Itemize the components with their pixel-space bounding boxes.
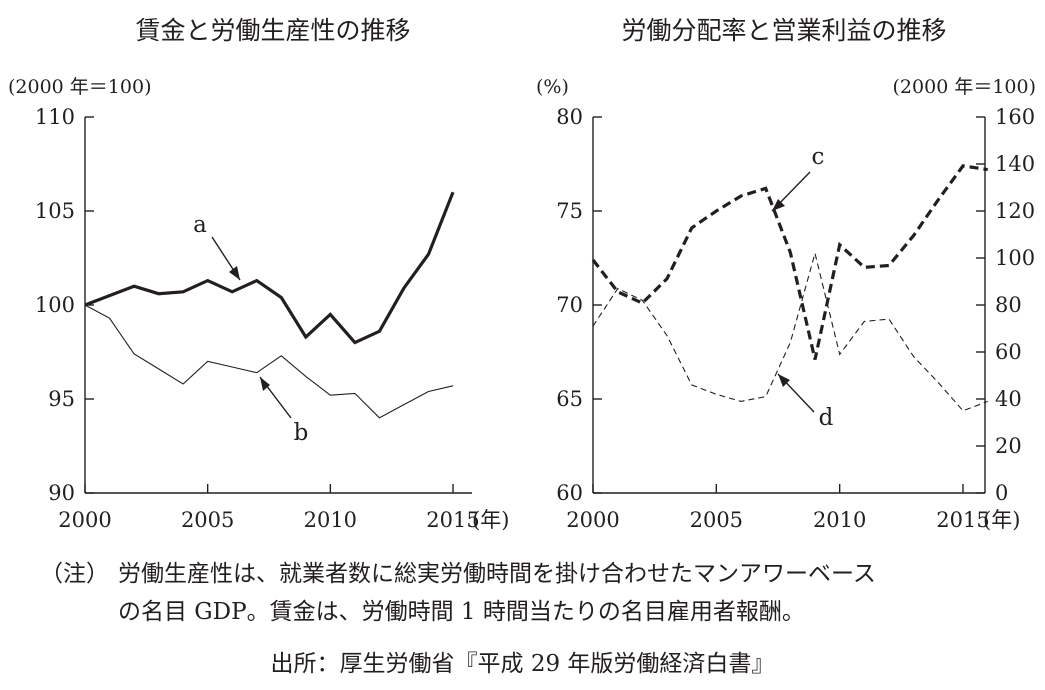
left-y-unit: (2000 年＝100) [8, 76, 151, 98]
y-tick-label: 80 [556, 105, 583, 129]
y-tick-label: 75 [556, 199, 583, 223]
series-c-label: c [812, 144, 825, 170]
series-b-arrowhead [260, 377, 270, 391]
note-text-1: 労働生産性は、就業者数に総実労働時間を掛け合わせたマンアワーベース [118, 561, 876, 587]
y-tick-label: 110 [35, 105, 75, 129]
series-a-label: a [193, 212, 207, 238]
x-tick-label: 2015 [426, 508, 479, 532]
x-tick-label: 2000 [58, 508, 111, 532]
source-text: 出所：厚生労働省『平成 29 年版労働経済白書』 [270, 651, 775, 677]
y-tick-label: 40 [995, 387, 1022, 411]
y-tick-label: 120 [995, 199, 1035, 223]
left-y-ticks: 90 95 100 105 110 [35, 105, 94, 505]
x-tick-label: 2005 [181, 508, 234, 532]
right-x-ticks: 2000 2005 2010 2015 [566, 484, 990, 532]
note-line-1: （注） 労働生産性は、就業者数に総実労働時間を掛け合わせたマンアワーベース [40, 557, 876, 591]
y-tick-label: 0 [995, 481, 1008, 505]
note-head: （注） [40, 561, 109, 587]
left-chart-title: 賃金と労働生産性の推移 [135, 16, 410, 45]
series-d-line [592, 251, 988, 412]
y-tick-label: 20 [995, 434, 1022, 458]
y-tick-label: 140 [995, 152, 1035, 176]
x-tick-label: 2005 [690, 508, 743, 532]
series-a-arrowhead [229, 266, 240, 280]
right-y-unit: (%) [536, 76, 569, 98]
y-tick-label: 95 [48, 387, 75, 411]
right-y2-unit: (2000 年＝100) [893, 76, 1036, 98]
series-c-line [591, 164, 988, 360]
right-y2-ticks: 0 20 40 60 80 100 120 140 160 [976, 105, 1035, 505]
note-line-2: の名目 GDP。賃金は、労働時間 1 時間当たりの名目雇用者報酬。 [118, 595, 805, 629]
y-tick-label: 100 [995, 246, 1035, 270]
x-tick-label: 2010 [813, 508, 866, 532]
right-x-unit: (年) [983, 508, 1020, 532]
left-chart: 賃金と労働生産性の推移 (2000 年＝100) 90 95 100 105 110 2… [8, 16, 509, 532]
y-tick-label: 100 [35, 293, 75, 317]
right-chart: 労働分配率と営業利益の推移 (%) (2000 年＝100) 60 65 70 75 8… [536, 16, 1036, 532]
y-tick-label: 160 [995, 105, 1035, 129]
series-d-label: d [819, 405, 834, 431]
note-text-2: の名目 GDP。賃金は、労働時間 1 時間当たりの名目雇用者報酬。 [118, 599, 805, 625]
y-tick-label: 105 [35, 199, 75, 223]
y-tick-label: 90 [48, 481, 75, 505]
series-b-line [84, 304, 454, 419]
y-tick-label: 80 [995, 293, 1022, 317]
y-tick-label: 60 [995, 340, 1022, 364]
series-d-arrowhead [778, 374, 790, 387]
x-tick-label: 2000 [566, 508, 619, 532]
y-tick-label: 70 [556, 293, 583, 317]
left-x-unit: (年) [472, 508, 509, 532]
series-c-arrowhead [772, 199, 785, 211]
x-tick-label: 2015 [936, 508, 989, 532]
series-a-line [84, 191, 455, 345]
right-y-ticks: 60 65 70 75 80 [556, 105, 602, 505]
series-b-label: b [294, 420, 309, 446]
left-x-ticks: 2000 2005 2010 2015 [58, 484, 480, 532]
right-chart-title: 労働分配率と営業利益の推移 [621, 16, 946, 45]
y-tick-label: 60 [556, 481, 583, 505]
y-tick-label: 65 [556, 387, 583, 411]
x-tick-label: 2010 [304, 508, 357, 532]
